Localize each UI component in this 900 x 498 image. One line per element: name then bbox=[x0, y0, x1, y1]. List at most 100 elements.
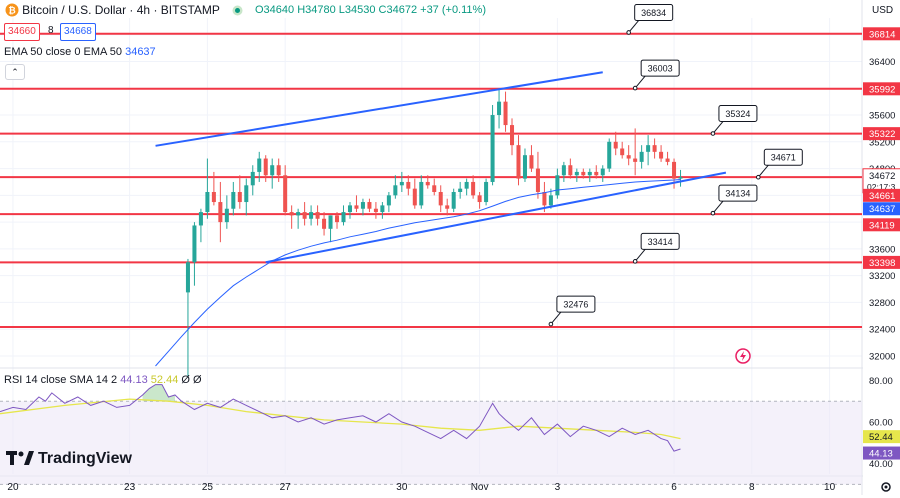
candle-body bbox=[581, 171, 586, 176]
candle-body bbox=[471, 181, 476, 196]
candle bbox=[237, 175, 242, 209]
price-axis-label-text: 36814 bbox=[869, 29, 895, 40]
price-callout: 36834 bbox=[626, 3, 674, 35]
candle bbox=[510, 118, 515, 156]
candle bbox=[587, 168, 592, 182]
callout-pointer bbox=[550, 311, 562, 325]
collapse-legend-button[interactable]: ⌃ bbox=[5, 64, 25, 80]
rsi-axis-tick-label: 40.00 bbox=[869, 459, 893, 470]
candle-body bbox=[419, 181, 424, 206]
candle-body bbox=[665, 158, 670, 162]
price-callout: 36003 bbox=[632, 59, 680, 91]
candle bbox=[548, 188, 553, 209]
rsi-sma-line bbox=[0, 398, 681, 440]
callout-anchor bbox=[548, 321, 554, 327]
rsi-legend-label: RSI 14 close SMA 14 2 bbox=[4, 374, 118, 386]
candle bbox=[406, 175, 411, 196]
candle-body bbox=[211, 192, 216, 203]
candle bbox=[535, 151, 540, 199]
candle-body bbox=[555, 175, 560, 196]
candle bbox=[568, 158, 573, 179]
price-axis-label-bg bbox=[863, 82, 900, 96]
candle bbox=[529, 145, 534, 172]
price-axis-tick-label: 36400 bbox=[869, 57, 895, 68]
price-callout: 34134 bbox=[710, 184, 758, 216]
bid-price-box[interactable]: 34660 bbox=[4, 23, 40, 41]
candle bbox=[302, 202, 307, 226]
candle-body bbox=[341, 212, 346, 223]
alert-icon[interactable] bbox=[735, 348, 751, 364]
price-axis-label-bg bbox=[863, 218, 900, 232]
price-axis-label-text: 35322 bbox=[869, 129, 895, 140]
candle bbox=[574, 168, 579, 182]
tradingview-logo-icon bbox=[6, 451, 34, 465]
candle-body bbox=[659, 151, 664, 159]
callout-label: 36834 bbox=[641, 8, 666, 18]
price-axis-label-text: 34672 bbox=[869, 171, 895, 182]
candle-body bbox=[607, 141, 612, 169]
candle bbox=[360, 198, 365, 216]
candle-body bbox=[497, 101, 502, 116]
candle-body bbox=[289, 212, 294, 216]
rsi-legend-rsi-value: 44.13 bbox=[120, 374, 148, 386]
candle bbox=[484, 178, 489, 206]
candle-body bbox=[432, 185, 437, 192]
time-axis-tick-label: 30 bbox=[396, 482, 408, 493]
price-axis-label: 34661 bbox=[863, 188, 900, 202]
candle bbox=[354, 195, 359, 213]
price-axis-tick-label: 32400 bbox=[869, 325, 895, 336]
candle bbox=[211, 171, 216, 206]
candle bbox=[198, 208, 203, 243]
price-axis-label-bg bbox=[863, 27, 900, 41]
price-axis-label-bg bbox=[863, 255, 900, 269]
tradingview-logo: TradingView bbox=[6, 450, 132, 468]
time-axis-tick-label: 20 bbox=[7, 482, 19, 493]
callout-box bbox=[640, 232, 680, 250]
ask-price-box[interactable]: 34668 bbox=[60, 23, 96, 41]
time-axis-tick-label: 10 bbox=[824, 482, 836, 493]
candle-body bbox=[205, 192, 210, 213]
ema-legend[interactable]: EMA 50 close 0 EMA 50 34637 bbox=[4, 46, 156, 58]
candle-body bbox=[335, 215, 340, 223]
symbol-header[interactable]: ₿ Bitcoin / U.S. Dollar · 4h · BITSTAMP bbox=[5, 3, 220, 17]
candle bbox=[322, 212, 327, 236]
candle bbox=[471, 175, 476, 199]
settings-button[interactable] bbox=[880, 480, 892, 492]
price-axis-label-text: 34119 bbox=[869, 220, 895, 231]
candle bbox=[283, 165, 288, 216]
candle-body bbox=[224, 208, 229, 223]
rsi-axis-label: 52.44 bbox=[863, 430, 900, 444]
callout-pointer bbox=[634, 249, 646, 262]
candle-body bbox=[490, 115, 495, 182]
candle-body bbox=[354, 205, 359, 209]
candle-body bbox=[633, 158, 638, 162]
candle-body bbox=[574, 171, 579, 176]
rsi-legend[interactable]: RSI 14 close SMA 14 2 44.13 52.44 Ø Ø bbox=[4, 374, 202, 386]
callout-label: 35324 bbox=[725, 109, 750, 119]
rsi-pane bbox=[0, 384, 862, 485]
candle bbox=[497, 88, 502, 129]
rsi-axis-label-bg bbox=[863, 430, 900, 444]
svg-text:₿: ₿ bbox=[8, 6, 15, 16]
currency-label: USD bbox=[872, 5, 894, 16]
candle-body bbox=[315, 212, 320, 219]
candle bbox=[373, 202, 378, 219]
lightning-icon bbox=[735, 348, 751, 364]
candle-body bbox=[639, 151, 644, 162]
candle bbox=[328, 215, 333, 243]
candle-body bbox=[393, 185, 398, 196]
candle bbox=[380, 202, 385, 219]
candle bbox=[185, 258, 190, 377]
callout-box bbox=[763, 148, 803, 166]
candle bbox=[425, 175, 430, 189]
candle-body bbox=[322, 218, 327, 229]
candle-body bbox=[561, 165, 566, 176]
candle bbox=[393, 175, 398, 199]
callout-box bbox=[634, 3, 674, 21]
callout-box bbox=[718, 184, 758, 202]
candle-body bbox=[503, 101, 508, 126]
market-status-icon[interactable] bbox=[232, 5, 243, 19]
callout-anchor bbox=[632, 259, 638, 264]
